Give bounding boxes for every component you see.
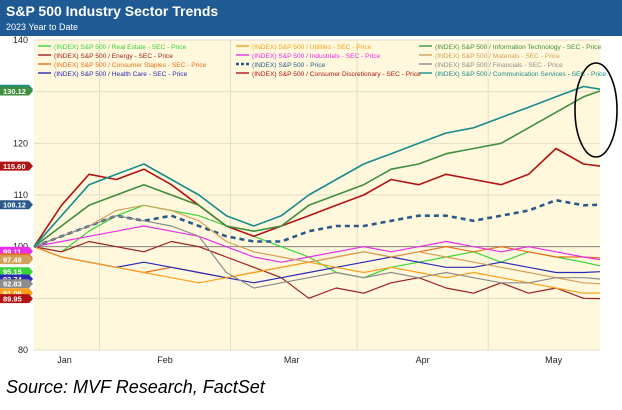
- end-label-tag: [0, 255, 33, 265]
- end-label-tag: [0, 86, 33, 96]
- legend-label: (INDEX) S&P 500 / Energy - SEC - Price: [54, 53, 173, 60]
- chart-header: S&P 500 Industry Sector Trends 2023 Year…: [0, 0, 622, 36]
- x-tick-label: Apr: [416, 355, 430, 365]
- legend-label: (INDEX) S&P 500 / Utilities - SEC - Pric…: [252, 44, 372, 51]
- end-label-value: 95.15: [3, 268, 22, 277]
- series-line-11: [33, 85, 601, 248]
- legend-label: (INDEX) S&P 500 / Financials - SEC - Pri…: [435, 62, 563, 69]
- end-label-value: 91.06: [3, 289, 22, 298]
- end-label-tag: [0, 279, 33, 289]
- y-tick-label: 80: [18, 345, 28, 355]
- x-tick-label: Jan: [57, 355, 72, 365]
- end-label-tag: [0, 161, 33, 171]
- x-tick-label: May: [545, 355, 563, 365]
- end-label-tag: [0, 267, 33, 277]
- x-tick-label: Feb: [157, 355, 173, 365]
- legend-label: (INDEX) S&P 500 / Industrials - SEC - Pr…: [252, 53, 380, 60]
- axis-layer: 8090100110120130140JanFebMarAprMay: [13, 35, 563, 365]
- end-label-value: 99.11: [3, 247, 21, 256]
- x-tick-label: Mar: [284, 355, 300, 365]
- end-label-tag: [0, 200, 33, 210]
- legend-label: (INDEX) S&P 500 / Materials - SEC - Pric…: [435, 53, 560, 60]
- end-label-value: 115.60: [3, 162, 26, 171]
- series-line-8: [33, 90, 601, 248]
- legend-label: (INDEX) S&P 500 / Information Technology…: [435, 44, 601, 51]
- series-layer: [33, 85, 601, 300]
- chart-title: S&P 500 Industry Sector Trends: [6, 3, 218, 19]
- end-label-value: 130.12: [3, 87, 26, 96]
- series-line-10: [33, 215, 601, 289]
- legend-label: (INDEX) S&P 500 / Communication Services…: [435, 71, 606, 78]
- source-note: Source: MVF Research, FactSet: [6, 377, 266, 397]
- end-label-value: 108.12: [3, 201, 26, 210]
- legend-label: (INDEX) S&P 500 / Real Estate - SEC - Pr…: [54, 44, 186, 51]
- series-line-9: [33, 204, 601, 285]
- series-line-3: [33, 246, 601, 284]
- grid-layer: [34, 39, 600, 351]
- highlight-ellipse: [574, 62, 618, 158]
- legend-label: (INDEX) S&P 500 - Price: [252, 62, 325, 69]
- legend-label: (INDEX) S&P 500 / Consumer Staples - SEC…: [54, 62, 207, 69]
- y-tick-label: 140: [13, 35, 28, 45]
- end-labels: 130.47130.12115.60108.1299.1197.8297.489…: [0, 84, 33, 304]
- end-label-tag: [0, 294, 33, 304]
- chart-subtitle: 2023 Year to Date: [6, 22, 78, 32]
- series-line-5: [33, 225, 601, 263]
- header-background: [0, 0, 622, 36]
- y-tick-label: 110: [14, 190, 28, 200]
- legend: (INDEX) S&P 500 / Real Estate - SEC - Pr…: [38, 44, 606, 78]
- y-tick-label: 100: [13, 242, 28, 252]
- legend-label: (INDEX) S&P 500 / Consumer Discretionary…: [252, 71, 421, 78]
- series-line-7: [33, 147, 601, 248]
- series-line-1: [33, 240, 601, 300]
- end-label-value: 89.95: [3, 295, 22, 304]
- end-label-value: 97.48: [3, 256, 22, 265]
- legend-label: (INDEX) S&P 500 / Health Care - SEC - Pr…: [54, 71, 188, 78]
- series-line-4: [33, 246, 601, 294]
- end-label-value: 92.83: [3, 280, 22, 289]
- y-tick-label: 120: [13, 138, 28, 148]
